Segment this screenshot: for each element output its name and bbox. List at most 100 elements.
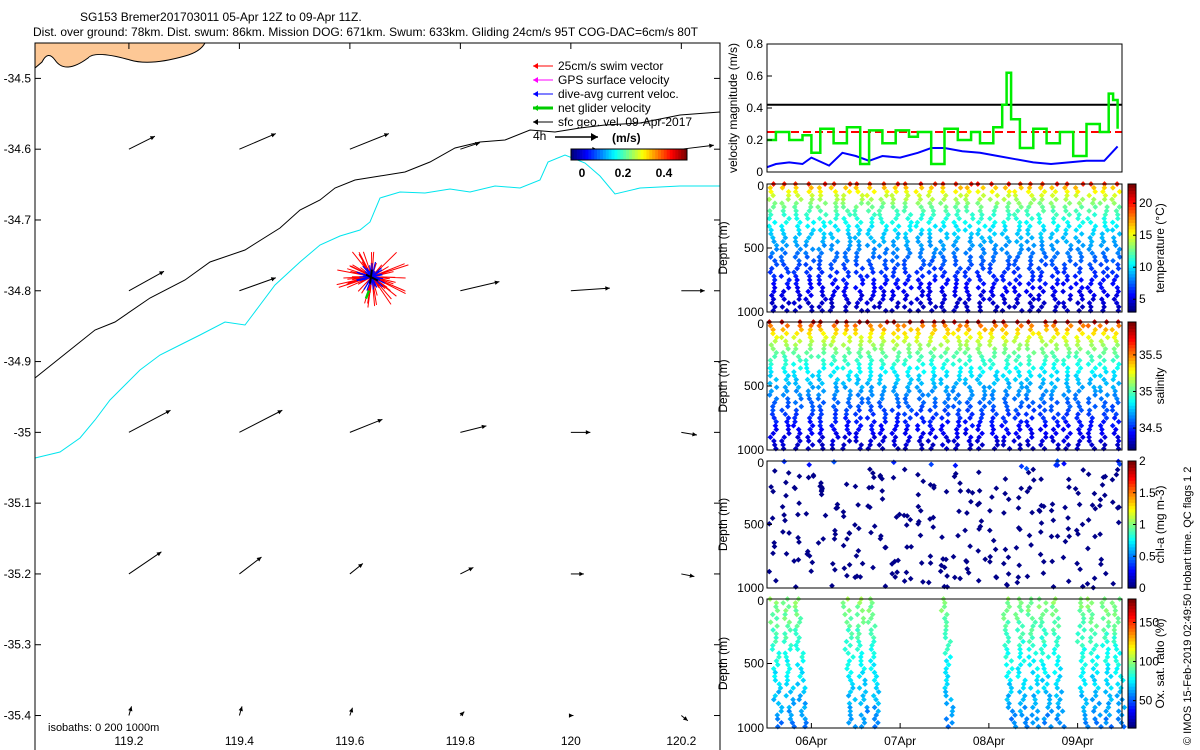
profile-point-0-23-15 xyxy=(1054,238,1060,245)
profile-point-0-12-2 xyxy=(913,188,919,195)
profile-point-3-2-28 xyxy=(801,704,808,711)
profile-point-0-21-24 xyxy=(1030,273,1036,280)
profile-point-3-25-29 xyxy=(1081,708,1087,715)
profile-point-3-7-27 xyxy=(857,700,864,707)
profile-point-0-11-20 xyxy=(901,257,908,264)
profile-point-3-14-26 xyxy=(948,696,954,703)
profile-point-2-13-4 xyxy=(930,514,937,521)
profile-point-2-17-6 xyxy=(976,500,983,507)
profile-point-0-16-25 xyxy=(966,277,973,283)
profile-point-3-19-24 xyxy=(1008,689,1014,695)
profile-point-3-14-10 xyxy=(942,634,949,641)
geo-velocity-arrow-9 xyxy=(570,287,610,292)
profile-point-0-10-31 xyxy=(895,300,901,306)
profile-point-3-6-19 xyxy=(848,669,854,676)
profile-point-3-2-22 xyxy=(794,681,801,687)
profile-point-1-22-16 xyxy=(1040,380,1046,387)
profile-point-0-27-20 xyxy=(1103,257,1110,264)
profile-point-0-2-2 xyxy=(792,188,799,195)
profile-point-0-3-27 xyxy=(808,284,815,291)
profile-point-2-9-6 xyxy=(879,488,886,494)
profile-point-2-11-9 xyxy=(907,575,914,582)
profile-point-1-20-19 xyxy=(1015,392,1022,398)
profile-point-0-5-18 xyxy=(834,250,840,256)
profile-point-3-1-30 xyxy=(788,712,795,718)
profile-point-0-19-28 xyxy=(1003,288,1010,295)
profile-point-1-28-19 xyxy=(1111,392,1118,398)
profile-point-0-16-7 xyxy=(963,208,970,214)
profile-point-2-6-9 xyxy=(846,561,853,568)
profile-point-0-26-33 xyxy=(1087,307,1094,314)
profile-point-0-20-25 xyxy=(1013,277,1019,283)
profile-point-2-7-3 xyxy=(852,522,858,528)
profile-point-3-20-10 xyxy=(1017,634,1024,641)
profile-point-3-25-14 xyxy=(1079,650,1086,657)
profile-point-0-28-10 xyxy=(1109,219,1116,226)
profile-point-1-4-17 xyxy=(815,384,822,391)
profile-point-3-7-20 xyxy=(856,673,863,680)
profile-point-1-0-26 xyxy=(773,418,780,425)
profile-point-0-20-23 xyxy=(1011,269,1017,276)
profile-point-0-9-31 xyxy=(877,300,883,306)
profile-point-1-28-27 xyxy=(1109,422,1116,429)
profile-point-1-13-16 xyxy=(931,380,937,387)
profile-point-1-6-5 xyxy=(846,338,853,345)
profile-point-1-14-18 xyxy=(943,388,949,394)
geo-velocity-arrowhead-10 xyxy=(700,288,705,293)
profile-point-0-20-30 xyxy=(1013,296,1020,303)
profile-point-0-16-10 xyxy=(962,219,969,226)
section-ytick-label-3-1: 500 xyxy=(744,657,764,671)
profile-point-2-11-0 xyxy=(903,522,910,528)
profile-point-1-20-12 xyxy=(1013,365,1019,371)
profile-point-0-23-33 xyxy=(1052,307,1058,314)
profile-point-0-24-14 xyxy=(1060,234,1067,241)
profile-point-2-6-3 xyxy=(840,509,847,515)
map-xtick-label-1: 119.4 xyxy=(225,734,254,748)
profile-point-0-9-2 xyxy=(884,188,890,195)
profile-point-1-5-32 xyxy=(829,442,836,448)
profile-point-1-17-27 xyxy=(975,422,982,429)
profile-point-1-11-4 xyxy=(903,334,910,341)
profile-point-0-11-16 xyxy=(903,242,910,249)
legend-arrowhead-4 xyxy=(533,119,538,125)
profile-point-1-20-2 xyxy=(1014,326,1021,333)
profile-point-1-7-9 xyxy=(857,353,864,360)
geo-velocity-arrowhead-5 xyxy=(709,143,714,148)
profile-point-0-10-16 xyxy=(890,242,897,249)
profile-point-1-8-26 xyxy=(871,418,878,425)
profile-point-1-1-23 xyxy=(779,407,785,414)
profile-point-1-11-18 xyxy=(906,388,912,394)
profile-point-1-10-19 xyxy=(893,392,900,398)
profile-point-0-18-19 xyxy=(990,254,997,260)
colorbar-cell-1-17 xyxy=(1128,392,1136,397)
profile-point-1-25-5 xyxy=(1075,338,1081,345)
profile-point-0-22-17 xyxy=(1039,246,1046,253)
profile-point-1-12-5 xyxy=(913,338,920,345)
profile-point-3-26-18 xyxy=(1090,665,1097,672)
profile-point-3-20-20 xyxy=(1015,673,1021,680)
profile-point-1-21-20 xyxy=(1023,395,1030,402)
profile-point-1-10-20 xyxy=(894,395,901,402)
profile-point-0-9-23 xyxy=(878,269,885,276)
profile-point-0-13-16 xyxy=(927,242,934,249)
map-xtick-label-5: 120.2 xyxy=(666,734,696,748)
profile-point-3-25-27 xyxy=(1083,700,1090,707)
profile-point-1-24-2 xyxy=(1064,326,1071,333)
colorbar-cell-1-31 xyxy=(1128,347,1136,352)
profile-point-3-7-5 xyxy=(860,615,867,622)
profile-point-3-7-32 xyxy=(861,719,868,726)
profile-point-3-0-11 xyxy=(772,638,779,645)
profile-point-3-6-32 xyxy=(845,719,852,726)
profile-point-1-23-20 xyxy=(1048,395,1055,402)
profile-point-3-27-9 xyxy=(1103,630,1110,637)
profile-point-0-8-33 xyxy=(864,307,871,314)
profile-point-1-3-9 xyxy=(808,353,815,360)
profile-point-0-1-1 xyxy=(779,184,786,191)
profile-point-1-28-17 xyxy=(1110,384,1117,391)
profile-point-1-5-5 xyxy=(830,338,836,345)
colorbar-tick-label-1-1: 35 xyxy=(1139,384,1153,398)
profile-point-0-11-5 xyxy=(902,200,908,207)
profile-point-3-1-2 xyxy=(785,603,792,610)
profile-point-0-0-11 xyxy=(766,223,773,230)
profile-point-0-14-24 xyxy=(939,273,946,280)
